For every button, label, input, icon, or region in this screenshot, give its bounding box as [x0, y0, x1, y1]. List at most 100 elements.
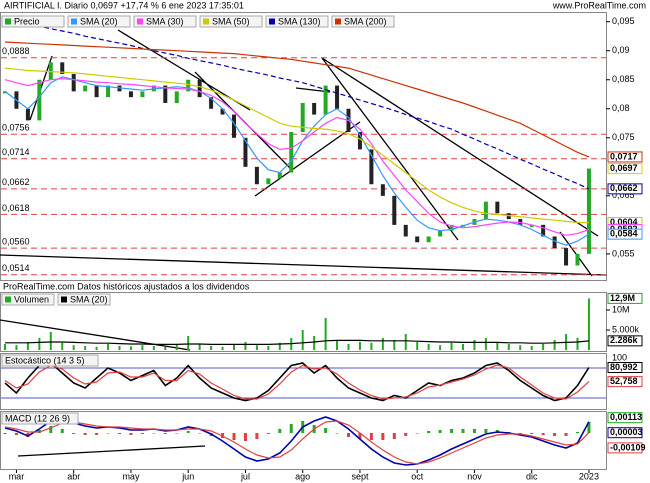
pane-title-box — [1, 354, 99, 367]
pane-title: MACD (12 26 9) — [5, 413, 70, 423]
macd-hist — [472, 429, 476, 433]
macd-hist — [175, 433, 179, 434]
volume-bar — [221, 346, 224, 350]
header-site: www.ProRealTime.com — [552, 0, 646, 10]
macd-hist — [415, 433, 419, 434]
volume-bar — [187, 336, 190, 350]
candle — [564, 248, 569, 266]
volume-bar — [210, 346, 213, 350]
candle — [163, 85, 168, 103]
volume-bar — [542, 344, 545, 350]
legend-label: SMA (20) — [80, 16, 118, 26]
volume-bar — [118, 346, 121, 350]
candle — [220, 108, 225, 115]
macd-hist — [564, 433, 568, 436]
candle — [575, 253, 580, 266]
sma-line — [4, 41, 590, 158]
volume-bar — [26, 342, 29, 350]
candle — [71, 73, 76, 92]
legend-swatch — [5, 18, 11, 25]
legend-box — [133, 15, 197, 28]
macd-hist — [381, 433, 385, 440]
volume-bar — [370, 342, 373, 350]
level-label: 0,0888 — [2, 46, 30, 56]
x-tick-label: nov — [467, 471, 482, 481]
y-tick-label: 100 — [612, 352, 627, 362]
legend-swatch — [335, 18, 341, 25]
candle — [277, 172, 282, 179]
volume-bar — [233, 344, 235, 350]
y-tick-label: 0,085 — [612, 74, 635, 84]
sma-line — [4, 18, 590, 190]
volume-bar — [347, 344, 350, 350]
legend-swatch — [137, 18, 143, 25]
volume-bar — [473, 340, 476, 350]
volume-bar — [164, 346, 167, 350]
volume-bar — [313, 336, 316, 350]
last-value-label: 0,00113 — [610, 412, 642, 422]
candle — [541, 224, 546, 237]
candle — [449, 224, 454, 231]
legend-box — [67, 15, 131, 28]
macd-hist — [335, 433, 339, 434]
candle — [300, 102, 305, 132]
stoch-frame — [0, 353, 607, 410]
macd-hist — [198, 433, 202, 434]
candle — [323, 85, 328, 115]
macd-hist — [530, 433, 534, 434]
last-value-badge — [607, 362, 643, 374]
legend-swatch — [5, 296, 11, 303]
volume-bar — [141, 345, 144, 350]
candle — [483, 201, 488, 220]
candle — [403, 224, 408, 237]
data-note: ProRealTime.com Datos históricos ajustad… — [3, 281, 250, 291]
macd-hist — [369, 433, 373, 440]
volume-frame — [0, 292, 607, 352]
x-tick-label: may — [122, 471, 140, 481]
legend-box — [265, 15, 329, 28]
macd-hist — [60, 429, 64, 433]
x-tick-label: abr — [67, 471, 80, 481]
stoch-line — [4, 362, 590, 402]
legend-swatch — [61, 296, 67, 303]
x-tick-label: 2023 — [579, 471, 599, 481]
y-tick-label: 0,075 — [612, 132, 635, 142]
volume-bar — [393, 340, 396, 350]
volume-bar — [301, 330, 304, 350]
macd-hist — [140, 433, 144, 434]
volume-bar — [576, 338, 579, 350]
last-value-badge — [607, 412, 643, 424]
candle — [197, 79, 202, 98]
macd-hist — [243, 433, 247, 441]
last-value-badge — [607, 335, 643, 347]
header-title: AIRTIFICIAL I. Diario 0,0697 +17,74 % 6 … — [4, 0, 244, 10]
candle — [312, 102, 317, 115]
macd-hist — [95, 433, 99, 435]
candle — [586, 168, 591, 254]
x-tick-label: jun — [181, 471, 194, 481]
macd-hist — [14, 433, 18, 435]
macd-hist — [266, 433, 270, 434]
volume-bar — [267, 346, 270, 350]
volume-bar — [129, 346, 132, 350]
volume-bar — [416, 342, 419, 350]
candle — [174, 91, 179, 103]
macd-hist — [255, 433, 259, 439]
macd-hist — [541, 433, 545, 435]
volume-bar — [324, 318, 327, 350]
last-value-label: 12,9M — [610, 293, 635, 303]
macd-hist — [49, 426, 53, 433]
candle — [243, 137, 248, 167]
macd-hist — [106, 433, 110, 434]
volume-bar — [84, 346, 87, 350]
candle — [552, 236, 557, 249]
volume-bar — [519, 345, 522, 350]
macd-hist — [576, 432, 579, 433]
volume-bar — [462, 344, 464, 350]
last-value-label: 2.286k — [610, 335, 639, 345]
last-value-badge — [607, 163, 643, 175]
candle — [289, 131, 294, 173]
volume-bar — [358, 342, 361, 350]
candle — [357, 131, 362, 150]
volume-bar — [507, 344, 510, 350]
